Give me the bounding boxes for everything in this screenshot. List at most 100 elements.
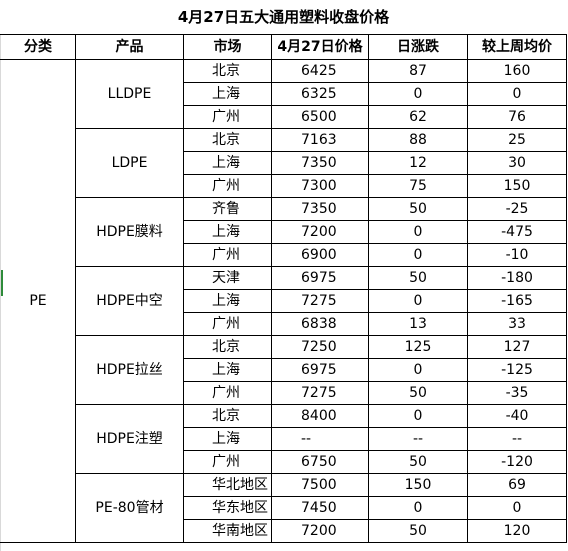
daily-change-cell[interactable]: 0 [368, 220, 468, 244]
price-cell[interactable]: 7200 [271, 519, 369, 543]
market-cell[interactable]: 上海 [183, 289, 272, 313]
product-cell[interactable]: HDPE中空 [75, 266, 184, 336]
daily-change-cell[interactable]: 0 [368, 358, 468, 382]
header-weekly-change[interactable]: 较上周均价 [467, 34, 567, 60]
header-price[interactable]: 4月27日价格 [271, 34, 369, 60]
price-cell[interactable]: 7200 [271, 220, 369, 244]
market-cell[interactable]: 华南地区 [183, 519, 272, 543]
daily-change-cell[interactable]: 62 [368, 105, 468, 129]
market-cell[interactable]: 上海 [183, 427, 272, 451]
price-cell[interactable]: 6750 [271, 450, 369, 474]
daily-change-cell[interactable]: 50 [368, 381, 468, 405]
market-cell[interactable]: 北京 [183, 335, 272, 359]
product-cell[interactable]: LDPE [75, 128, 184, 198]
price-cell[interactable]: 6500 [271, 105, 369, 129]
market-cell[interactable]: 广州 [183, 105, 272, 129]
weekly-change-cell[interactable]: -125 [467, 358, 567, 382]
price-cell[interactable]: 7163 [271, 128, 369, 152]
product-cell[interactable]: LLDPE [75, 59, 184, 129]
price-cell[interactable]: 7250 [271, 335, 369, 359]
header-daily-change[interactable]: 日涨跌 [368, 34, 468, 60]
weekly-change-cell[interactable]: -25 [467, 197, 567, 221]
daily-change-cell[interactable]: 87 [368, 59, 468, 83]
market-cell[interactable]: 广州 [183, 312, 272, 336]
price-cell[interactable]: 6975 [271, 358, 369, 382]
weekly-change-cell[interactable]: -165 [467, 289, 567, 313]
category-cell[interactable]: PE [0, 59, 76, 543]
daily-change-cell[interactable]: 0 [368, 243, 468, 267]
market-cell[interactable]: 齐鲁 [183, 197, 272, 221]
table-row: 上海 -- -- -- [1, 427, 567, 451]
weekly-change-cell[interactable]: -- [467, 427, 567, 451]
daily-change-cell[interactable]: 0 [368, 496, 468, 520]
market-cell[interactable]: 上海 [183, 82, 272, 106]
daily-change-cell[interactable]: 75 [368, 174, 468, 198]
weekly-change-cell[interactable]: -35 [467, 381, 567, 405]
weekly-change-cell[interactable]: 0 [467, 496, 567, 520]
market-cell[interactable]: 北京 [183, 404, 272, 428]
weekly-change-cell[interactable]: 30 [467, 151, 567, 175]
market-cell[interactable]: 华北地区 [183, 473, 272, 497]
daily-change-cell[interactable]: -- [368, 427, 468, 451]
market-cell[interactable]: 北京 [183, 59, 272, 83]
daily-change-cell[interactable]: 50 [368, 266, 468, 290]
market-cell[interactable]: 广州 [183, 243, 272, 267]
weekly-change-cell[interactable]: 33 [467, 312, 567, 336]
product-cell[interactable]: HDPE拉丝 [75, 335, 184, 405]
daily-change-cell[interactable]: 50 [368, 197, 468, 221]
weekly-change-cell[interactable]: 0 [467, 82, 567, 106]
price-cell[interactable]: 7350 [271, 197, 369, 221]
daily-change-cell[interactable]: 0 [368, 289, 468, 313]
weekly-change-cell[interactable]: -475 [467, 220, 567, 244]
product-cell[interactable]: HDPE膜料 [75, 197, 184, 267]
product-cell[interactable]: HDPE注塑 [75, 404, 184, 474]
product-cell[interactable]: PE-80管材 [75, 473, 184, 543]
daily-change-cell[interactable]: 50 [368, 519, 468, 543]
weekly-change-cell[interactable]: -10 [467, 243, 567, 267]
weekly-change-cell[interactable]: 127 [467, 335, 567, 359]
daily-change-cell[interactable]: 12 [368, 151, 468, 175]
price-cell[interactable]: 6325 [271, 82, 369, 106]
price-cell[interactable]: 6975 [271, 266, 369, 290]
market-cell[interactable]: 上海 [183, 220, 272, 244]
market-cell[interactable]: 北京 [183, 128, 272, 152]
price-cell[interactable]: 7275 [271, 381, 369, 405]
weekly-change-cell[interactable]: -40 [467, 404, 567, 428]
weekly-change-cell[interactable]: 120 [467, 519, 567, 543]
daily-change-cell[interactable]: 0 [368, 82, 468, 106]
market-cell[interactable]: 广州 [183, 174, 272, 198]
market-cell[interactable]: 上海 [183, 358, 272, 382]
price-cell[interactable]: 7450 [271, 496, 369, 520]
weekly-change-cell[interactable]: 25 [467, 128, 567, 152]
weekly-change-cell[interactable]: -120 [467, 450, 567, 474]
market-cell[interactable]: 广州 [183, 450, 272, 474]
header-category[interactable]: 分类 [0, 34, 76, 60]
header-product[interactable]: 产品 [75, 34, 184, 60]
daily-change-cell[interactable]: 88 [368, 128, 468, 152]
price-cell[interactable]: 6425 [271, 59, 369, 83]
price-cell[interactable]: 7350 [271, 151, 369, 175]
price-cell[interactable]: 7500 [271, 473, 369, 497]
daily-change-cell[interactable]: 125 [368, 335, 468, 359]
price-cell[interactable]: 6900 [271, 243, 369, 267]
market-cell[interactable]: 上海 [183, 151, 272, 175]
price-cell[interactable]: 6838 [271, 312, 369, 336]
weekly-change-cell[interactable]: 160 [467, 59, 567, 83]
table-row: PE LLDPE 北京 6425 87 160 [0, 59, 567, 543]
price-cell[interactable]: 7275 [271, 289, 369, 313]
market-cell[interactable]: 天津 [183, 266, 272, 290]
weekly-change-cell[interactable]: 150 [467, 174, 567, 198]
price-cell[interactable]: 8400 [271, 404, 369, 428]
market-cell[interactable]: 华东地区 [183, 496, 272, 520]
daily-change-cell[interactable]: 50 [368, 450, 468, 474]
market-cell[interactable]: 广州 [183, 381, 272, 405]
weekly-change-cell[interactable]: -180 [467, 266, 567, 290]
header-market[interactable]: 市场 [183, 34, 272, 60]
weekly-change-cell[interactable]: 76 [467, 105, 567, 129]
price-cell[interactable]: -- [271, 427, 369, 451]
daily-change-cell[interactable]: 13 [368, 312, 468, 336]
daily-change-cell[interactable]: 150 [368, 473, 468, 497]
price-cell[interactable]: 7300 [271, 174, 369, 198]
daily-change-cell[interactable]: 0 [368, 404, 468, 428]
weekly-change-cell[interactable]: 69 [467, 473, 567, 497]
